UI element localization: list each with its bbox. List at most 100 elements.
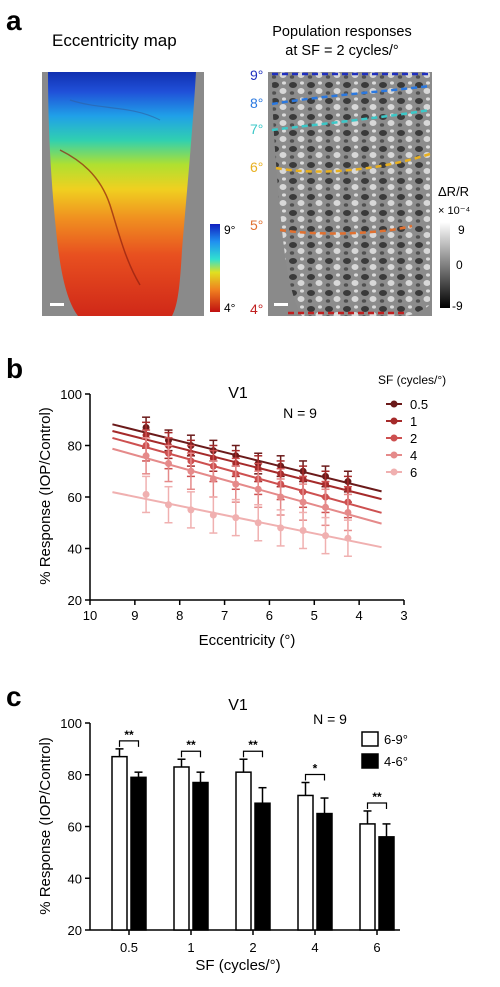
line-chart: V1 N = 9 SF (cycles/°) 20 40 60 80 100 10 9 8 7 6… xyxy=(37,373,446,649)
data-point-6 xyxy=(142,490,150,498)
significance-mark: ** xyxy=(248,738,258,752)
ecc-label-6: 6° xyxy=(250,159,263,175)
panel-c-letter: c xyxy=(6,681,22,712)
colorbar-bottom-value: -9 xyxy=(452,299,463,313)
legend-label-2: 2 xyxy=(410,431,417,446)
x-tick-label: 4 xyxy=(311,940,318,955)
colorbar-mid-value: 0 xyxy=(456,258,463,272)
regression-line-1 xyxy=(112,430,382,501)
population-response-map xyxy=(268,72,432,316)
bar-chart-xlabel: SF (cycles/°) xyxy=(195,957,280,974)
regression-line-4 xyxy=(112,447,382,525)
panel-a-letter: a xyxy=(6,5,22,36)
eccentricity-labels: 9° 8° 7° 6° 5° 4° xyxy=(250,67,263,317)
significance-mark: ** xyxy=(186,738,196,752)
data-point-6 xyxy=(254,519,262,527)
panel-b-letter: b xyxy=(6,353,23,384)
y-tick-label: 100 xyxy=(60,387,82,402)
bar-6-9°-4 xyxy=(297,794,314,931)
line-chart-legend: 0.5 1 2 4 6 xyxy=(386,397,428,480)
x-tick-label: 3 xyxy=(400,608,407,623)
legend-marker-6 xyxy=(390,468,398,476)
bar-chart-legend: 6-9° 4-6° xyxy=(361,731,408,769)
x-tick-label: 7 xyxy=(221,608,228,623)
ecc-label-5: 5° xyxy=(250,217,263,233)
legend-label-1: 1 xyxy=(410,414,417,429)
bar-4-6°-1 xyxy=(192,781,209,931)
y-tick-label: 20 xyxy=(68,923,82,938)
line-chart-legend-title: SF (cycles/°) xyxy=(378,373,446,387)
line-chart-plot xyxy=(112,416,382,557)
eccentricity-contours xyxy=(271,72,431,315)
data-point-4 xyxy=(277,493,285,501)
y-tick-label: 80 xyxy=(68,439,82,454)
data-point-4 xyxy=(187,467,195,475)
legend-marker-2 xyxy=(390,434,398,442)
contour-8 xyxy=(271,84,431,106)
colorbar-top-label: 9° xyxy=(224,223,236,237)
colorbar-exponent: × 10⁻⁴ xyxy=(438,205,471,217)
bar-6-9°-2 xyxy=(235,771,252,931)
line-chart-annotation: N = 9 xyxy=(283,405,317,421)
data-point-4 xyxy=(254,485,262,493)
x-tick-label: 1 xyxy=(187,940,194,955)
bar-4-6°-6 xyxy=(378,836,395,931)
x-tick-label: 5 xyxy=(311,608,318,623)
legend-swatch-0 xyxy=(361,731,379,747)
line-chart-title: V1 xyxy=(228,385,248,402)
data-point-6 xyxy=(165,501,172,509)
significance-bracket xyxy=(366,802,388,809)
x-tick-label: 6 xyxy=(373,940,380,955)
legend-label-4: 4 xyxy=(410,448,417,463)
x-tick-label: 2 xyxy=(249,940,256,955)
legend-label-6: 6 xyxy=(410,465,417,480)
bar-6-9°-6 xyxy=(359,823,376,931)
ecc-label-8: 8° xyxy=(250,95,263,111)
bar-chart-title: V1 xyxy=(228,697,248,714)
y-tick-label: 40 xyxy=(68,871,82,886)
data-point-6 xyxy=(232,514,240,522)
eccentricity-map-title: Eccentricity map xyxy=(52,31,177,50)
contour-6 xyxy=(275,152,431,173)
regression-line-6 xyxy=(112,491,382,549)
regression-line-0.5 xyxy=(112,423,382,493)
bar-4-6°-4 xyxy=(316,812,333,931)
bar-4-6°-2 xyxy=(254,802,271,931)
contour-7 xyxy=(271,108,431,132)
x-tick-label: 4 xyxy=(356,608,363,623)
data-point-4 xyxy=(209,475,217,483)
significance-bracket xyxy=(304,773,326,781)
y-tick-label: 100 xyxy=(60,716,82,731)
data-point-6 xyxy=(277,524,285,532)
population-title-line1: Population responses xyxy=(272,24,411,40)
colorbar-top-value: 9 xyxy=(458,223,465,237)
y-tick-label: 60 xyxy=(68,490,82,505)
eccentricity-map xyxy=(42,72,204,316)
data-point-6 xyxy=(299,526,307,534)
significance-mark: ** xyxy=(372,790,382,804)
bar-chart-plot: **** ***** xyxy=(111,728,395,931)
x-tick-label: 10 xyxy=(83,608,97,623)
y-tick-label: 40 xyxy=(68,542,82,557)
data-point-4 xyxy=(299,498,307,506)
bar-4-6°-0.5 xyxy=(130,776,147,931)
bar-chart-ylabel: % Response (IOP/Control) xyxy=(37,737,54,915)
legend-swatch-1 xyxy=(361,753,379,769)
contour-5 xyxy=(279,224,413,235)
legend-marker-4 xyxy=(390,451,398,459)
significance-bracket xyxy=(118,740,140,747)
legend-label-1: 4-6° xyxy=(384,754,408,769)
data-point-4 xyxy=(165,460,172,468)
data-point-4 xyxy=(344,508,352,516)
significance-mark: * xyxy=(313,762,318,776)
line-chart-axes: 20 40 60 80 100 10 9 8 7 6 5 4 3 xyxy=(60,387,407,623)
x-tick-label: 6 xyxy=(266,608,273,623)
legend-marker-0.5 xyxy=(390,400,398,408)
y-tick-label: 80 xyxy=(68,768,82,783)
significance-mark: ** xyxy=(124,728,134,742)
ecc-label-9: 9° xyxy=(250,67,263,83)
population-title-line2: at SF = 2 cycles/° xyxy=(285,43,398,59)
legend-marker-1 xyxy=(390,417,398,425)
line-chart-ylabel: % Response (IOP/Control) xyxy=(37,407,54,585)
